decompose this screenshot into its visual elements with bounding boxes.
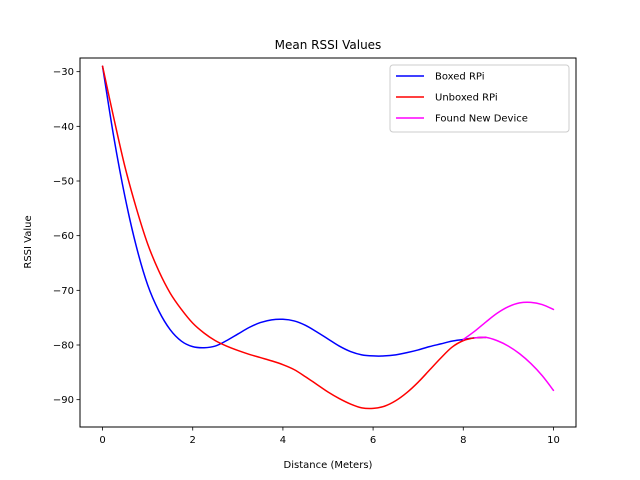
- y-tick-label: −30: [53, 67, 74, 78]
- legend-label-found-new-device: Found New Device: [435, 114, 528, 125]
- y-tick-label: −50: [53, 177, 74, 188]
- y-tick-label: −90: [53, 395, 74, 406]
- x-tick-label: 4: [280, 435, 286, 446]
- legend-label-boxed-rpi: Boxed RPi: [435, 72, 485, 83]
- y-axis-label: RSSI Value: [23, 215, 34, 268]
- x-tick-label: 8: [460, 435, 466, 446]
- x-tick-label: 10: [547, 435, 560, 446]
- chart-title: Mean RSSI Values: [275, 38, 382, 52]
- y-tick-label: −80: [53, 341, 74, 352]
- series-line-boxed-rpi: [101, 65, 487, 357]
- y-tick-label: −60: [53, 231, 74, 242]
- series-line-found-new-device-1: [462, 301, 555, 341]
- legend-label-unboxed-rpi: Unboxed RPi: [435, 93, 498, 104]
- axes-frame: [79, 57, 577, 428]
- series-line-unboxed-rpi: [101, 65, 487, 410]
- plot-area: [101, 65, 555, 410]
- y-tick-label: −40: [53, 122, 74, 133]
- x-tick-label: 2: [190, 435, 196, 446]
- x-tick-label: 0: [99, 435, 105, 446]
- axis-ticks: 0 2 4 6 8 10 −90 −80 −70 −60 −50 −40 −30: [53, 67, 560, 446]
- y-tick-label: −70: [53, 286, 74, 297]
- x-axis-label: Distance (Meters): [284, 460, 373, 471]
- legend-box: [389, 64, 570, 133]
- series-line-found-new-device-2: [473, 336, 555, 392]
- x-tick-label: 6: [370, 435, 376, 446]
- legend: Boxed RPi Unboxed RPi Found New Device: [389, 64, 570, 133]
